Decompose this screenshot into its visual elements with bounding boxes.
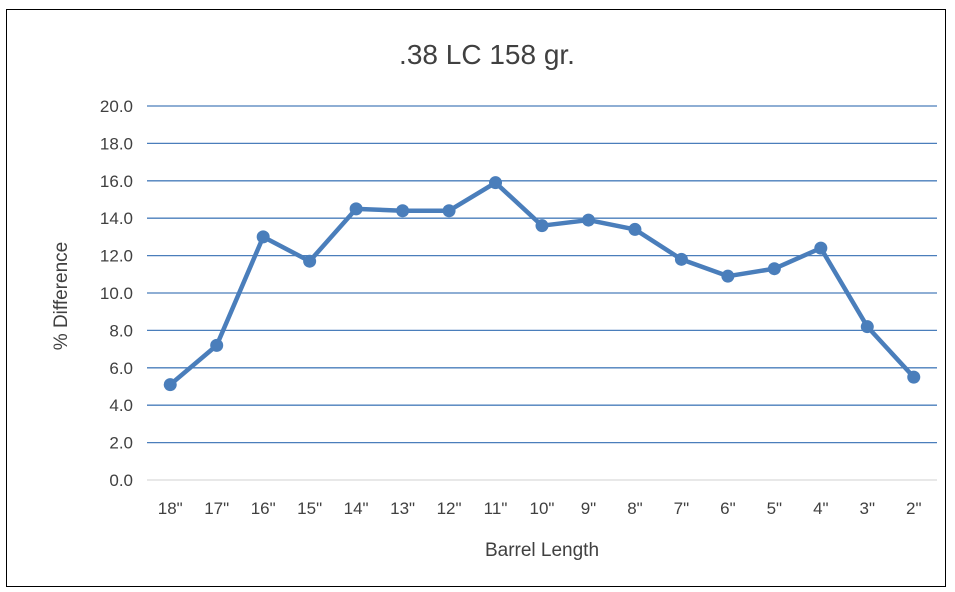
y-tick-label: 6.0 [109, 359, 133, 378]
y-tick-label: 14.0 [100, 209, 133, 228]
data-point [443, 204, 456, 217]
chart-title: .38 LC 158 gr. [399, 39, 575, 70]
series [164, 176, 921, 391]
x-axis-title: Barrel Length [485, 540, 599, 561]
x-tick-label: 8" [627, 499, 643, 518]
y-tick-label: 2.0 [109, 434, 133, 453]
y-tick-labels: 0.0 2.0 4.0 6.0 8.0 10.0 12.0 14.0 16.0 18.0 20.0 [100, 97, 133, 490]
data-point [303, 255, 316, 268]
x-tick-label: 18" [158, 499, 183, 518]
chart-frame: 0.0 2.0 4.0 6.0 8.0 10.0 12.0 14.0 16.0 18.0 20.0 … [6, 9, 946, 587]
x-tick-label: 13" [390, 499, 415, 518]
y-axis-title: % Difference [51, 242, 72, 350]
x-tick-label: 15" [297, 499, 322, 518]
x-tick-label: 17" [204, 499, 229, 518]
x-tick-label: 4" [813, 499, 829, 518]
x-tick-label: 6" [720, 499, 736, 518]
x-tick-label: 10" [530, 499, 555, 518]
data-point [907, 371, 920, 384]
y-tick-label: 20.0 [100, 97, 133, 116]
x-tick-label: 7" [674, 499, 690, 518]
x-tick-label: 2" [906, 499, 922, 518]
data-point [257, 230, 270, 243]
y-tick-label: 4.0 [109, 396, 133, 415]
gridlines [147, 106, 937, 480]
x-tick-label: 11" [484, 499, 508, 518]
line-chart: 0.02.04.06.08.010.012.014.016.018.020.0 … [7, 10, 947, 588]
data-point [675, 253, 688, 266]
data-point [814, 242, 827, 255]
data-point [396, 204, 409, 217]
data-point [628, 223, 641, 236]
data-point [582, 214, 595, 227]
data-point [210, 339, 223, 352]
y-tick-label: 12.0 [100, 247, 133, 266]
y-tick-label: 16.0 [100, 172, 133, 191]
data-point [721, 270, 734, 283]
x-tick-labels: 18" 17" 16" 15" 14" 13" 12" 11" 10" 9" 8" 7" 6" 5" 4" 3… [158, 499, 922, 518]
data-point [164, 378, 177, 391]
y-tick-label: 18.0 [100, 134, 133, 153]
x-tick-label: 3" [860, 499, 876, 518]
series-line [170, 183, 914, 385]
data-point [861, 320, 874, 333]
y-tick-label: 0.0 [109, 471, 133, 490]
data-point [536, 219, 549, 232]
x-tick-label: 9" [581, 499, 597, 518]
y-tick-label: 8.0 [109, 321, 133, 340]
y-tick-label: 10.0 [100, 284, 133, 303]
x-tick-label: 12" [437, 499, 462, 518]
data-point [489, 176, 502, 189]
x-tick-label: 14" [344, 499, 369, 518]
x-tick-label: 5" [767, 499, 783, 518]
x-tick-label: 16" [251, 499, 276, 518]
data-point [768, 262, 781, 275]
data-point [350, 202, 363, 215]
